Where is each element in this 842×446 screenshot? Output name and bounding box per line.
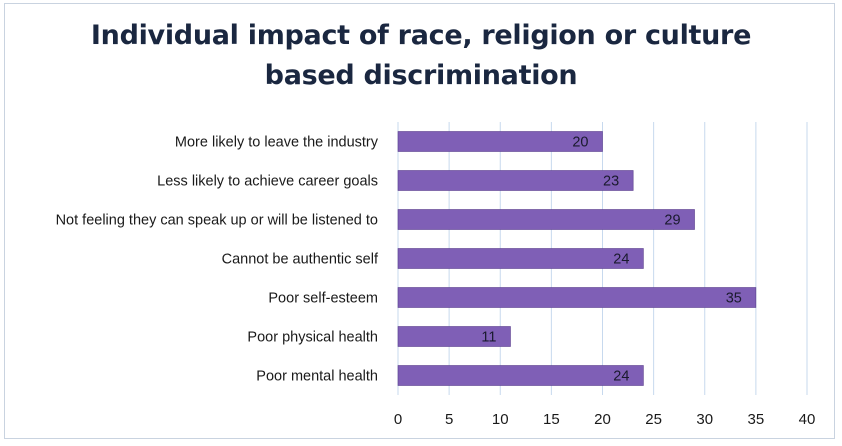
bar-2 xyxy=(397,209,695,230)
bar-4 xyxy=(397,287,757,308)
value-label-5: 11 xyxy=(481,330,496,346)
chart-title-line-2: based discrimination xyxy=(264,60,578,91)
bar-6 xyxy=(397,365,644,386)
x-tick-label-35: 35 xyxy=(748,411,765,428)
x-tick-label-5: 5 xyxy=(445,411,453,428)
category-label-3: Cannot be authentic self xyxy=(222,252,379,268)
category-label-1: Less likely to achieve career goals xyxy=(157,174,378,190)
chart-title: Individual impact of race, religion or c… xyxy=(0,16,842,96)
bar-0 xyxy=(397,131,603,152)
category-label-5: Poor physical health xyxy=(247,330,378,346)
category-label-4: Poor self-esteem xyxy=(268,291,378,307)
x-tick-label-25: 25 xyxy=(645,411,662,428)
x-tick-label-15: 15 xyxy=(543,411,560,428)
value-label-0: 20 xyxy=(572,135,588,151)
category-label-6: Poor mental health xyxy=(256,369,378,385)
bar-1 xyxy=(397,170,634,191)
value-labels: 20 23 29 24 35 11 24 xyxy=(481,135,741,385)
x-tick-labels: 0 5 10 15 20 25 30 35 40 xyxy=(394,411,816,428)
value-label-6: 24 xyxy=(613,369,629,385)
bar-5 xyxy=(397,326,511,347)
x-tick-label-20: 20 xyxy=(594,411,611,428)
x-tick-label-10: 10 xyxy=(492,411,509,428)
category-labels: More likely to leave the industry Less li… xyxy=(56,135,379,385)
category-label-0: More likely to leave the industry xyxy=(175,135,379,151)
value-label-4: 35 xyxy=(726,291,742,307)
x-tick-label-30: 30 xyxy=(696,411,713,428)
x-tick-label-40: 40 xyxy=(799,411,816,428)
bars xyxy=(397,131,757,386)
x-tick-label-0: 0 xyxy=(394,411,402,428)
category-label-2: Not feeling they can speak up or will be… xyxy=(56,213,378,229)
bar-3 xyxy=(397,248,644,269)
chart-title-line-1: Individual impact of race, religion or c… xyxy=(90,20,752,51)
value-label-1: 23 xyxy=(603,174,619,190)
value-label-3: 24 xyxy=(613,252,629,268)
value-label-2: 29 xyxy=(664,213,680,229)
